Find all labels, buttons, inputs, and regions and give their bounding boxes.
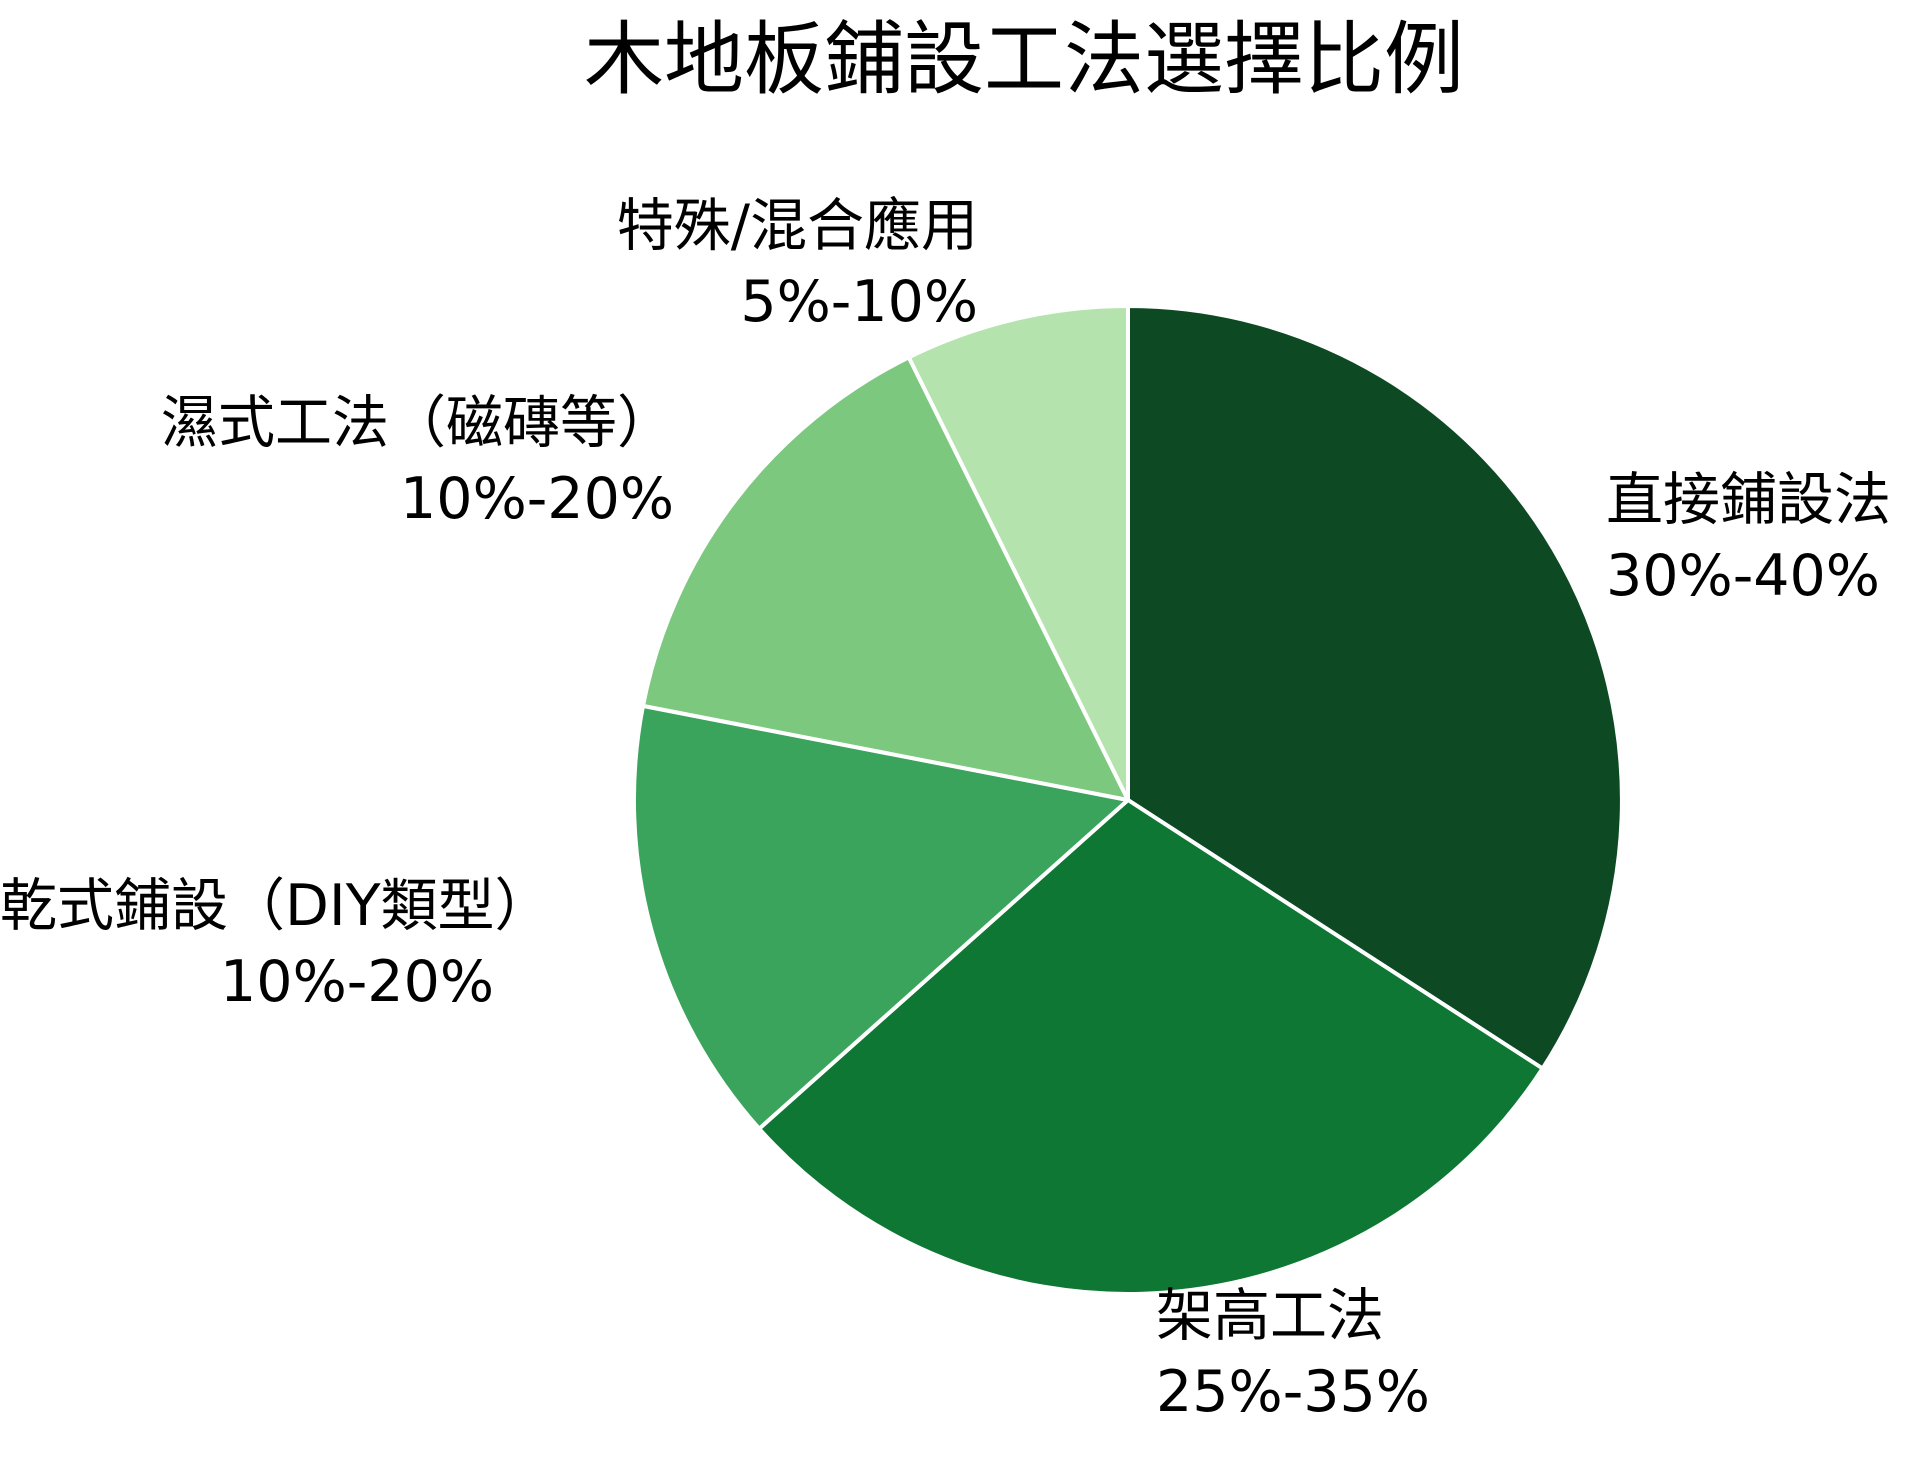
slice-name: 特殊/混合應用 [616,193,978,259]
chart-title: 木地板鋪設工法選擇比例 [584,13,1464,106]
slice-label-direct: 直接鋪設法 30%-40% [1606,462,1891,614]
pie-slice-4 [906,304,1130,802]
slice-range: 10%-20% [400,466,674,532]
slice-label-raised: 架高工法 25%-35% [1156,1278,1430,1430]
slice-range: 5%-10% [740,269,978,335]
slice-name: 直接鋪設法 [1606,467,1891,533]
pie-slice-1 [757,798,1545,1296]
pie-slice-3 [641,355,1130,802]
slice-label-wet: 濕式工法（磁磚等） 10%-20% [0,385,674,537]
slice-label-special: 特殊/混合應用 5%-10% [478,188,978,340]
slice-name: 濕式工法（磁磚等） [161,390,674,456]
slice-range: 25%-35% [1156,1359,1430,1425]
slice-range: 10%-20% [220,949,494,1015]
slice-range: 30%-40% [1606,543,1880,609]
slice-label-dry: 乾式鋪設（DIY類型） 10%-20% [0,868,552,1020]
slice-name: 乾式鋪設（DIY類型） [0,873,552,939]
slice-name: 架高工法 [1156,1283,1384,1349]
pie-slice-2 [631,703,1130,1131]
